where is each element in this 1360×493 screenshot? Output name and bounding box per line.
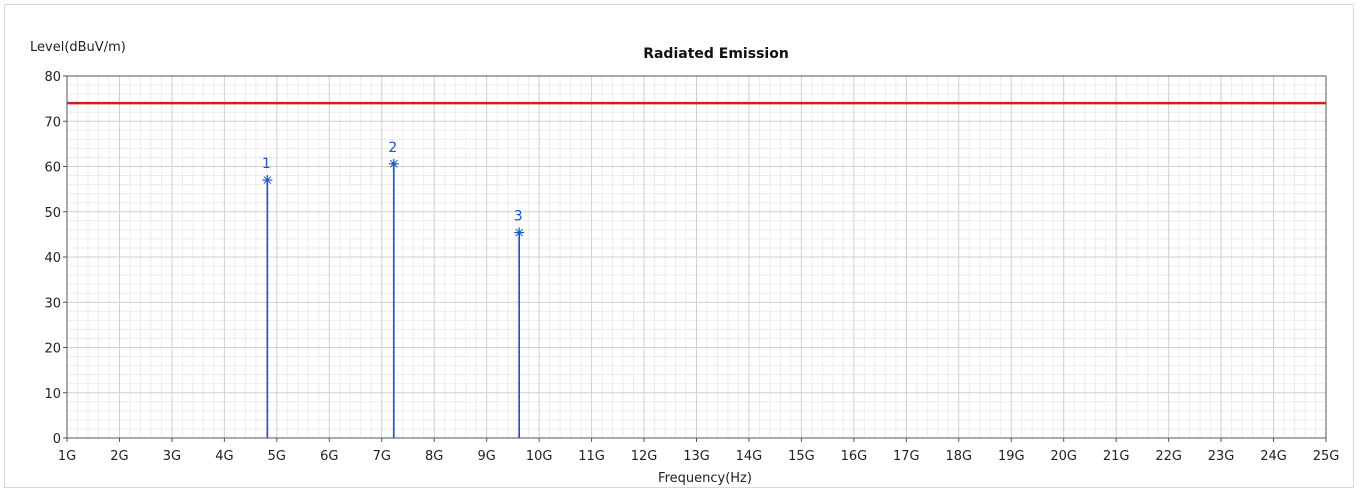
marker-label: 3: [514, 209, 523, 225]
marker-star: [263, 176, 272, 184]
x-tick-label: 4G: [215, 449, 233, 464]
x-tick-label: 14G: [736, 449, 763, 464]
plot-border: [66, 75, 1327, 439]
marker-star: [515, 228, 524, 237]
y-tick-label: 40: [44, 251, 61, 266]
x-tick-label: 23G: [1208, 449, 1235, 464]
x-tick-label: 3G: [163, 449, 181, 464]
radiated-emission-chart: 1 2 3 1G 2G 3G 4G 5G 6G 7G 8G 9G 10G 11G 12G 13G 14G 15G…: [30, 40, 1339, 486]
x-tick-label: 12G: [631, 449, 658, 464]
x-tick-label: 5G: [268, 449, 286, 464]
x-tick-label: 18G: [945, 449, 972, 464]
grid: [66, 75, 1327, 439]
tick-labels: 1G 2G 3G 4G 5G 6G 7G 8G 9G 10G 11G 12G 13G 14G 15G 16G 1…: [44, 70, 1339, 464]
y-tick-label: 70: [44, 115, 61, 130]
x-tick-label: 20G: [1050, 449, 1077, 464]
y-tick-label: 0: [53, 432, 61, 447]
x-tick-label: 22G: [1155, 449, 1182, 464]
x-tick-label: 21G: [1103, 449, 1130, 464]
x-tick-label: 7G: [373, 449, 391, 464]
y-tick-label: 30: [44, 296, 61, 311]
x-tick-label: 24G: [1260, 449, 1287, 464]
chart-frame: 1 2 3 1G 2G 3G 4G 5G 6G 7G 8G 9G 10G 11G 12G 13G 14G 15G…: [4, 4, 1354, 488]
x-tick-label: 13G: [683, 449, 710, 464]
x-tick-label: 9G: [477, 449, 495, 464]
x-tick-label: 16G: [841, 449, 868, 464]
y-tick-label: 10: [44, 387, 61, 402]
marker-label: 2: [388, 140, 397, 156]
chart-title: Radiated Emission: [643, 46, 789, 62]
x-tick-label: 2G: [110, 449, 128, 464]
x-axis-title: Frequency(Hz): [658, 471, 752, 486]
x-tick-label: 8G: [425, 449, 443, 464]
x-tick-label: 19G: [998, 449, 1025, 464]
x-tick-label: 25G: [1313, 449, 1340, 464]
axes: [63, 75, 1327, 442]
x-tick-label: 11G: [578, 449, 605, 464]
x-tick-label: 15G: [788, 449, 815, 464]
marker-star: [389, 159, 398, 168]
x-tick-label: 17G: [893, 449, 920, 464]
x-tick-label: 1G: [58, 449, 76, 464]
y-tick-label: 50: [44, 206, 61, 221]
x-tick-label: 6G: [320, 449, 338, 464]
y-tick-label: 60: [44, 161, 61, 176]
y-tick-label: 20: [44, 342, 61, 357]
y-tick-label: 80: [44, 70, 61, 85]
marker-label: 1: [262, 156, 271, 172]
markers: 1 2 3: [262, 140, 525, 438]
x-tick-label: 10G: [526, 449, 553, 464]
y-axis-title: Level(dBuV/m): [30, 40, 126, 55]
